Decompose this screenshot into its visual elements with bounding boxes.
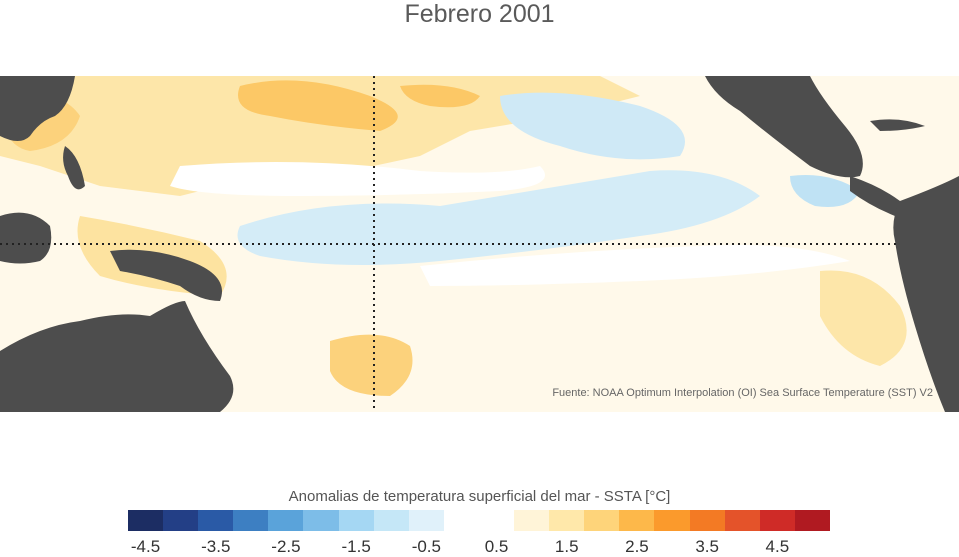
land-philippines [63, 146, 85, 190]
warm-patch-east [820, 270, 907, 366]
colorbar-cell [163, 510, 199, 531]
colorbar-tick-label: -1.5 [341, 537, 371, 556]
colorbar-tick-label: 2.5 [625, 537, 649, 556]
colorbar-tick-label: -0.5 [411, 537, 441, 556]
colorbar-ticks: -4.5 -3.5 -2.5 -1.5 -0.5 0.5 1.5 2.5 3.5 4.5 [0, 537, 959, 557]
colorbar-cell [338, 510, 374, 531]
colorbar-cell [654, 510, 690, 531]
warm-patch-north-strong-2 [400, 84, 480, 108]
colorbar-tick-label: -2.5 [271, 537, 301, 556]
colorbar [128, 510, 830, 531]
land-north-america [705, 76, 863, 178]
land-cuba [870, 119, 925, 131]
cool-patch-equatorial [237, 170, 760, 265]
colorbar-cell [408, 510, 444, 531]
colorbar-tick-label: 4.5 [765, 537, 790, 556]
colorbar-cell [303, 510, 339, 531]
land-central-america [850, 176, 904, 216]
colorbar-cell [268, 510, 304, 531]
colorbar-tick-label: 0.5 [484, 537, 509, 556]
colorbar-cell [443, 510, 479, 531]
colorbar-cell [198, 510, 234, 531]
cool-patch-central [500, 92, 685, 160]
source-note: Fuente: NOAA Optimum Interpolation (OI) … [552, 387, 933, 399]
colorbar-cell [724, 510, 760, 531]
land-australia [0, 301, 234, 412]
neutral-band [170, 162, 545, 196]
warm-patch-north [0, 76, 640, 196]
colorbar-cell [584, 510, 620, 531]
map-title: Febrero 2001 [404, 0, 555, 28]
colorbar-tick-label: 3.5 [695, 537, 719, 556]
colorbar-tick-label: -3.5 [201, 537, 231, 556]
land-masses [0, 76, 959, 412]
colorbar-cell [514, 510, 550, 531]
colorbar-tick-label: 1.5 [554, 537, 579, 556]
colorbar-cell [689, 510, 725, 531]
ssta-map [0, 76, 959, 412]
colorbar-cell [233, 510, 269, 531]
warm-patch-south [330, 334, 413, 396]
land-new-guinea [110, 249, 222, 301]
land-borneo-sumatra [0, 212, 52, 264]
land-asia [0, 76, 75, 141]
colorbar-cell [759, 510, 795, 531]
land-south-america [893, 176, 959, 412]
colorbar-cell [549, 510, 585, 531]
colorbar-cell [619, 510, 655, 531]
cool-patch-east [790, 175, 860, 207]
colorbar-cell [128, 510, 164, 531]
warm-patch-north-strong [238, 80, 398, 131]
colorbar-tick-label: -4.5 [130, 537, 161, 556]
colorbar-cell [794, 510, 830, 531]
colorbar-title: Anomalias de temperatura superficial del… [288, 488, 671, 505]
colorbar-cell [373, 510, 409, 531]
colorbar-cell [478, 510, 515, 531]
neutral-band-south [420, 245, 850, 286]
